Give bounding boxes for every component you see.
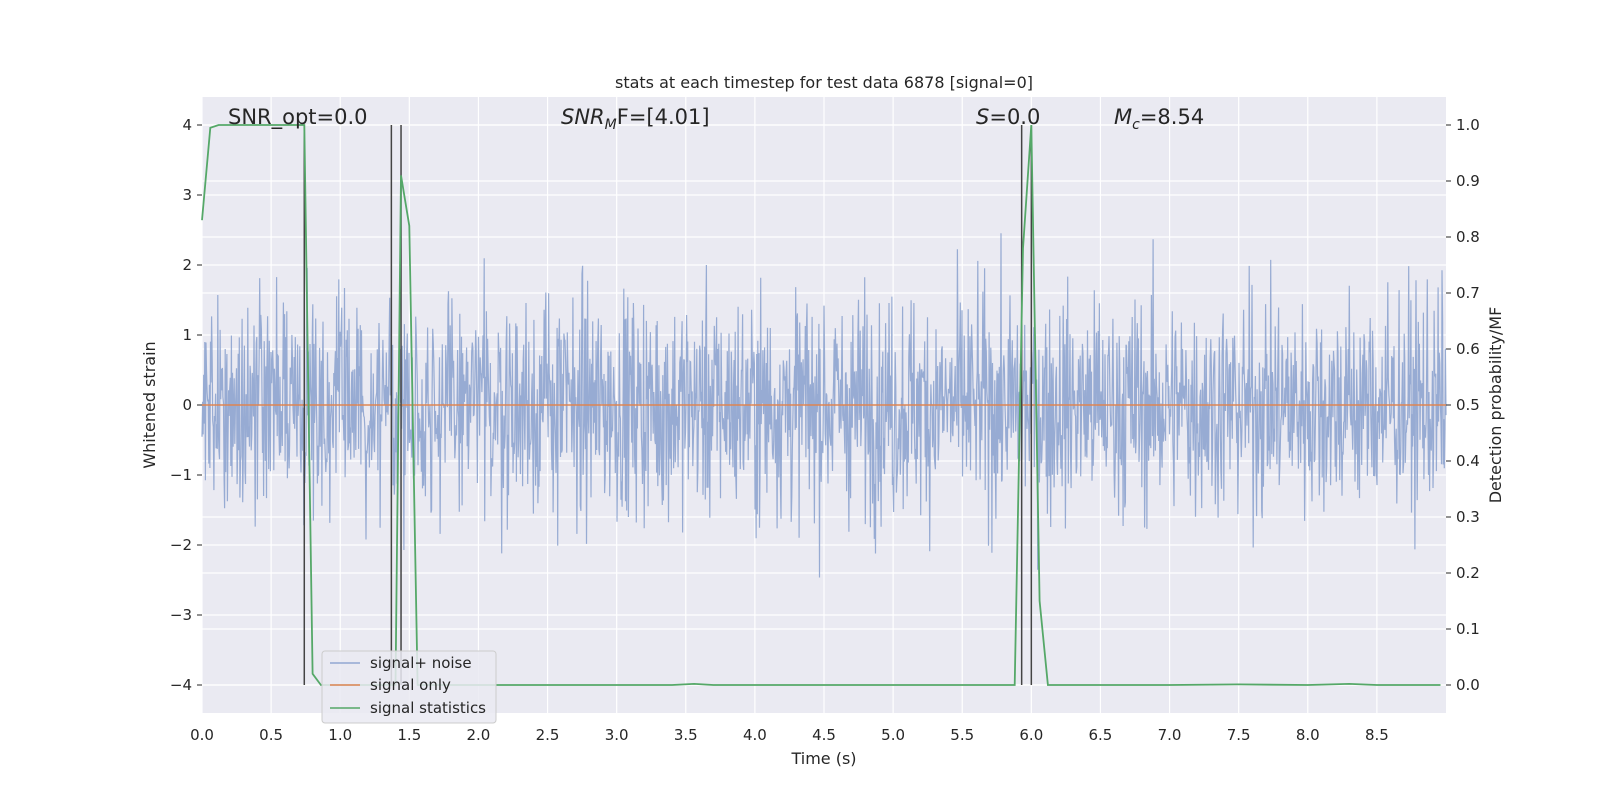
- y-tick-label: 2: [182, 256, 192, 274]
- annotation-mc-subscript: c: [1132, 117, 1140, 133]
- legend-label-signal: signal only: [370, 676, 451, 694]
- y-tick-label: −3: [170, 606, 192, 624]
- signal-noise-line: [201, 233, 1447, 578]
- legend-label-noise: signal+ noise: [370, 654, 472, 672]
- x-tick-labels: 0.0 0.5 1.0 1.5 2.0 2.5 3.0 3.5 4.0 4.5 5.0 5.5 6.0 6…: [190, 726, 1389, 744]
- x-tick-label: 0.0: [190, 726, 214, 744]
- annotation-snr-mf-value: F=[4.01]: [617, 105, 710, 129]
- x-tick-label: 6.5: [1089, 726, 1113, 744]
- annotation-s-value: =0.0: [989, 105, 1040, 129]
- y2-tick-label: 0.0: [1456, 676, 1480, 694]
- y-tick-label: −4: [170, 676, 192, 694]
- y-tick-label: −1: [170, 466, 192, 484]
- annotation-s: S=0.0: [976, 105, 1040, 129]
- annotation-snr-mf-symbol: SNR: [561, 105, 605, 129]
- annotation-snr-mf-subscript: M: [605, 117, 617, 133]
- y-tick-label: 3: [182, 186, 192, 204]
- y2-tick-label: 0.3: [1456, 508, 1480, 526]
- annotation-s-symbol: S: [976, 105, 989, 129]
- x-tick-label: 0.5: [259, 726, 283, 744]
- y2-axis-label: Detection probability/MF: [1486, 307, 1505, 504]
- x-tick-label: 4.5: [812, 726, 836, 744]
- x-tick-label: 5.0: [881, 726, 905, 744]
- annotation-mc: Mc=8.54: [1114, 105, 1204, 133]
- x-tick-label: 3.5: [674, 726, 698, 744]
- y2-tick-label: 0.6: [1456, 340, 1480, 358]
- y-tick-label: 4: [182, 116, 192, 134]
- x-tick-label: 6.0: [1019, 726, 1043, 744]
- x-tick-label: 3.0: [605, 726, 629, 744]
- y-axis-label: Whitened strain: [140, 341, 159, 468]
- y2-tick-labels: 1.0 0.9 0.8 0.7 0.6 0.5 0.4 0.3 0.2 0.1 0.0: [1446, 116, 1480, 694]
- x-tick-label: 7.0: [1158, 726, 1182, 744]
- x-tick-label: 2.0: [467, 726, 491, 744]
- y2-tick-label: 0.9: [1456, 172, 1480, 190]
- y2-tick-label: 0.1: [1456, 620, 1480, 638]
- x-axis-label: Time (s): [790, 749, 856, 768]
- y2-tick-label: 0.7: [1456, 284, 1480, 302]
- y2-tick-label: 1.0: [1456, 116, 1480, 134]
- y2-tick-label: 0.8: [1456, 228, 1480, 246]
- x-tick-label: 7.5: [1227, 726, 1251, 744]
- annotation-mc-value: =8.54: [1140, 105, 1204, 129]
- y2-tick-label: 0.4: [1456, 452, 1480, 470]
- legend: signal+ noise signal only signal statist…: [321, 650, 497, 724]
- x-tick-label: 1.5: [397, 726, 421, 744]
- x-tick-label: 4.0: [743, 726, 767, 744]
- x-tick-label: 8.5: [1365, 726, 1389, 744]
- x-tick-label: 1.0: [328, 726, 352, 744]
- signal-noise-series: [201, 233, 1447, 578]
- x-tick-label: 2.5: [536, 726, 560, 744]
- x-tick-label: 8.0: [1296, 726, 1320, 744]
- y-tick-label: 0: [182, 396, 192, 414]
- y-tick-label: 1: [182, 326, 192, 344]
- annotation-mc-symbol: M: [1114, 105, 1132, 129]
- chart-title: stats at each timestep for test data 687…: [615, 73, 1033, 92]
- y2-tick-label: 0.2: [1456, 564, 1480, 582]
- y2-tick-label: 0.5: [1456, 396, 1480, 414]
- annotation-snr-mf: SNRMF=[4.01]: [561, 105, 710, 133]
- x-tick-label: 5.5: [950, 726, 974, 744]
- legend-box: [321, 650, 497, 724]
- y-tick-label: −2: [170, 536, 192, 554]
- legend-label-stats: signal statistics: [370, 699, 486, 717]
- annotation-snr-opt: SNR_opt=0.0: [228, 105, 368, 130]
- y-tick-labels: 4 3 2 1 0 −1 −2 −3 −4: [170, 116, 202, 694]
